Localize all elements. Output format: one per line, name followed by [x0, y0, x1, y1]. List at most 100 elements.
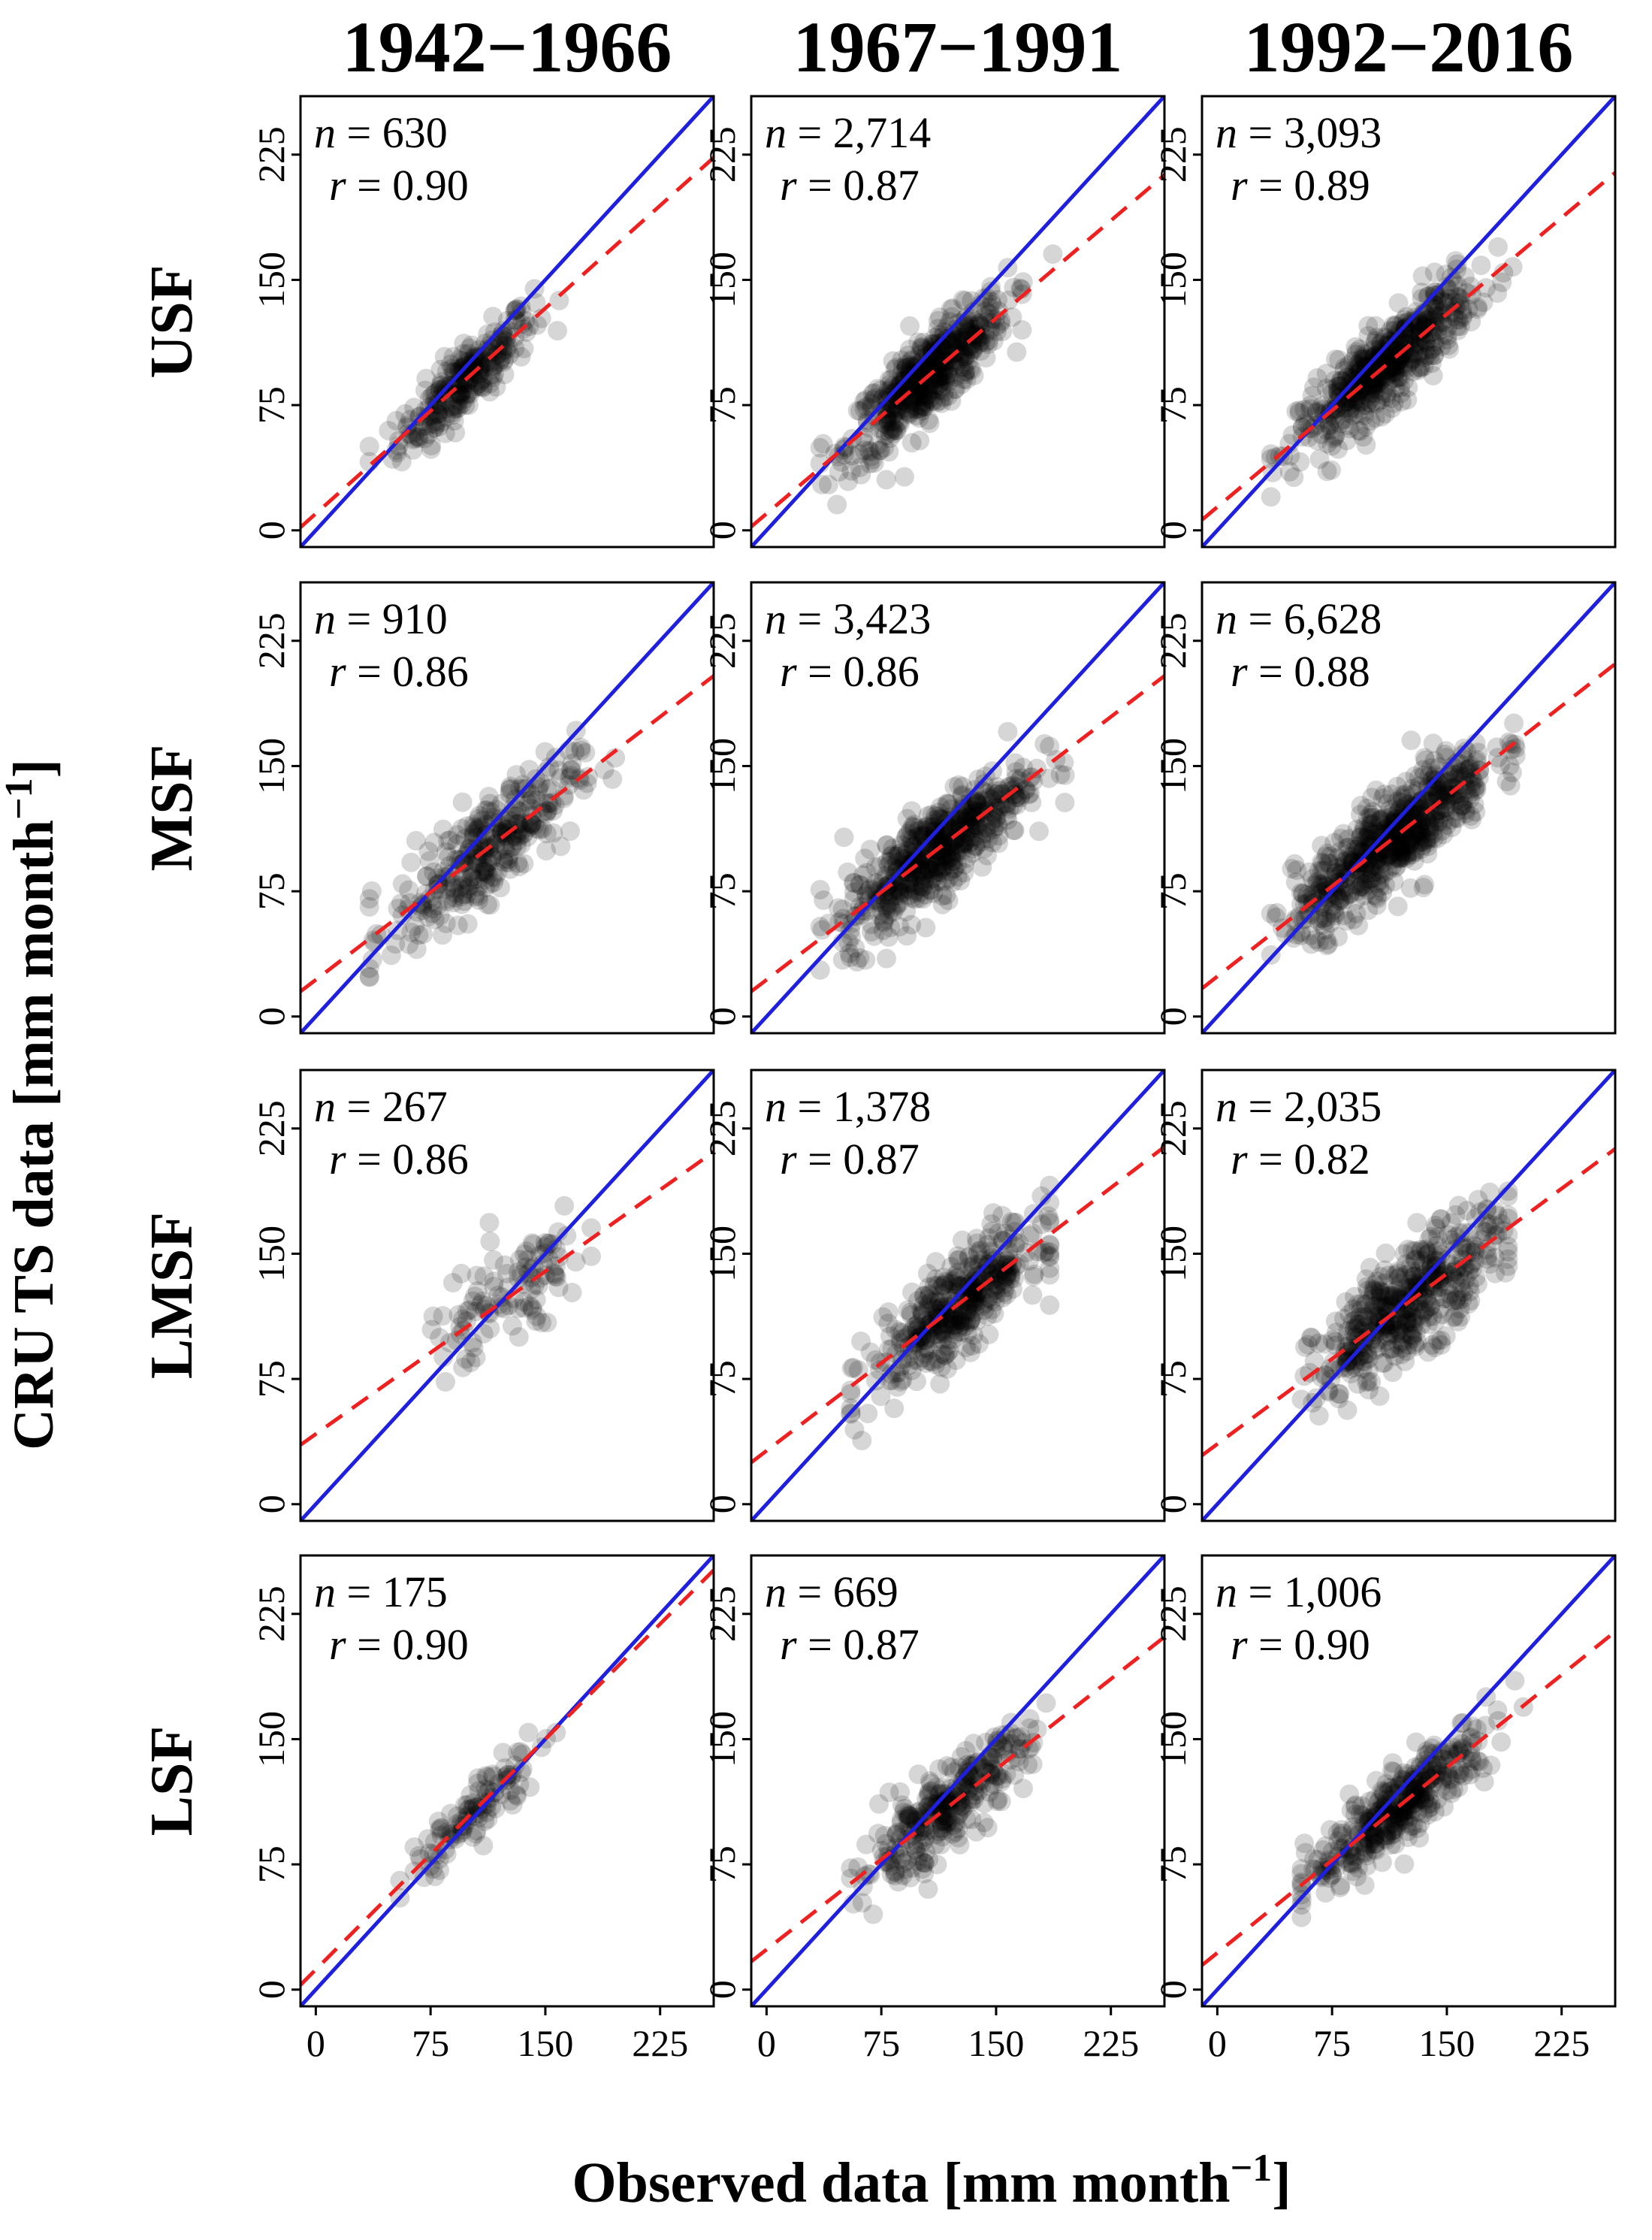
data-point [949, 1250, 969, 1270]
data-point [938, 850, 958, 870]
data-point [450, 854, 470, 875]
data-point [946, 1812, 966, 1833]
data-point [1392, 838, 1412, 858]
data-point [1341, 369, 1361, 389]
data-point [1345, 1357, 1365, 1377]
data-point [506, 806, 526, 827]
data-point [979, 1254, 999, 1274]
data-point [915, 861, 935, 881]
data-point [1381, 1320, 1400, 1340]
data-point [960, 787, 980, 807]
data-point [1398, 1821, 1418, 1842]
data-point [464, 815, 484, 835]
data-point [1282, 425, 1303, 445]
data-point [1309, 449, 1330, 470]
data-point [899, 404, 920, 423]
data-point [829, 898, 848, 918]
data-point [480, 794, 500, 814]
data-point [421, 1320, 442, 1340]
data-point [935, 370, 956, 390]
data-point [498, 819, 518, 839]
data-point [863, 1904, 883, 1924]
data-point [936, 845, 956, 866]
data-point [1370, 824, 1390, 844]
data-point [926, 1291, 946, 1311]
data-point [1389, 849, 1409, 869]
data-point [1339, 380, 1359, 401]
data-point [1340, 400, 1360, 420]
data-point [1366, 316, 1385, 336]
data-point [902, 801, 922, 821]
data-point [947, 1246, 968, 1266]
data-point [1392, 1338, 1412, 1359]
data-point [1403, 1770, 1424, 1791]
data-point [911, 379, 931, 399]
data-point [1458, 1294, 1478, 1314]
data-point [437, 1822, 457, 1842]
data-point [485, 830, 505, 849]
data-point [943, 1319, 963, 1339]
data-point [1457, 283, 1477, 303]
data-point [1424, 345, 1444, 365]
data-point [1376, 383, 1397, 404]
data-point [1383, 1813, 1403, 1833]
data-point [452, 876, 473, 896]
data-point [854, 440, 874, 461]
data-point [1309, 890, 1330, 910]
data-point [1379, 349, 1399, 369]
data-point [1373, 364, 1393, 383]
data-point [1427, 1755, 1447, 1775]
data-point [1004, 277, 1024, 298]
y-tick-label: 0 [1152, 521, 1194, 540]
data-point [1423, 1306, 1443, 1326]
data-point [880, 422, 900, 443]
data-point [1392, 787, 1412, 808]
data-point [882, 419, 902, 440]
data-point [925, 379, 945, 399]
data-point [442, 376, 463, 396]
data-point [931, 1297, 951, 1317]
data-point [1367, 328, 1387, 348]
data-point [1392, 785, 1412, 805]
data-point [921, 880, 941, 900]
data-point [908, 1313, 929, 1334]
data-point [509, 1268, 529, 1289]
data-point [440, 830, 461, 851]
data-point [461, 358, 481, 379]
data-point [1415, 1760, 1435, 1780]
data-point [1355, 405, 1375, 425]
data-point [452, 382, 473, 402]
data-point [440, 354, 461, 374]
data-point [424, 862, 444, 882]
data-point [911, 398, 931, 418]
data-point [979, 787, 999, 808]
data-point [511, 1762, 531, 1782]
data-point [1346, 1326, 1367, 1346]
data-point [498, 337, 518, 357]
data-point [997, 1266, 1016, 1286]
data-point [889, 412, 910, 432]
data-point [908, 386, 928, 407]
data-point [483, 808, 503, 828]
data-point [1330, 828, 1351, 848]
data-point [931, 1277, 951, 1298]
data-point [500, 779, 520, 800]
data-point [956, 1809, 977, 1830]
data-point [1450, 762, 1470, 782]
data-point [895, 1859, 916, 1879]
data-point [898, 1805, 919, 1825]
data-point [1496, 771, 1517, 791]
data-point [986, 1250, 1006, 1269]
data-point [426, 414, 446, 434]
data-point [982, 1299, 1002, 1320]
data-point [1384, 872, 1404, 892]
data-point [1358, 386, 1378, 407]
data-point [469, 809, 489, 829]
data-point [898, 380, 918, 401]
data-point [433, 925, 452, 945]
data-point [991, 784, 1011, 805]
data-point [962, 843, 982, 863]
data-point [984, 787, 1004, 807]
data-point [1312, 836, 1332, 856]
data-point [951, 808, 971, 828]
